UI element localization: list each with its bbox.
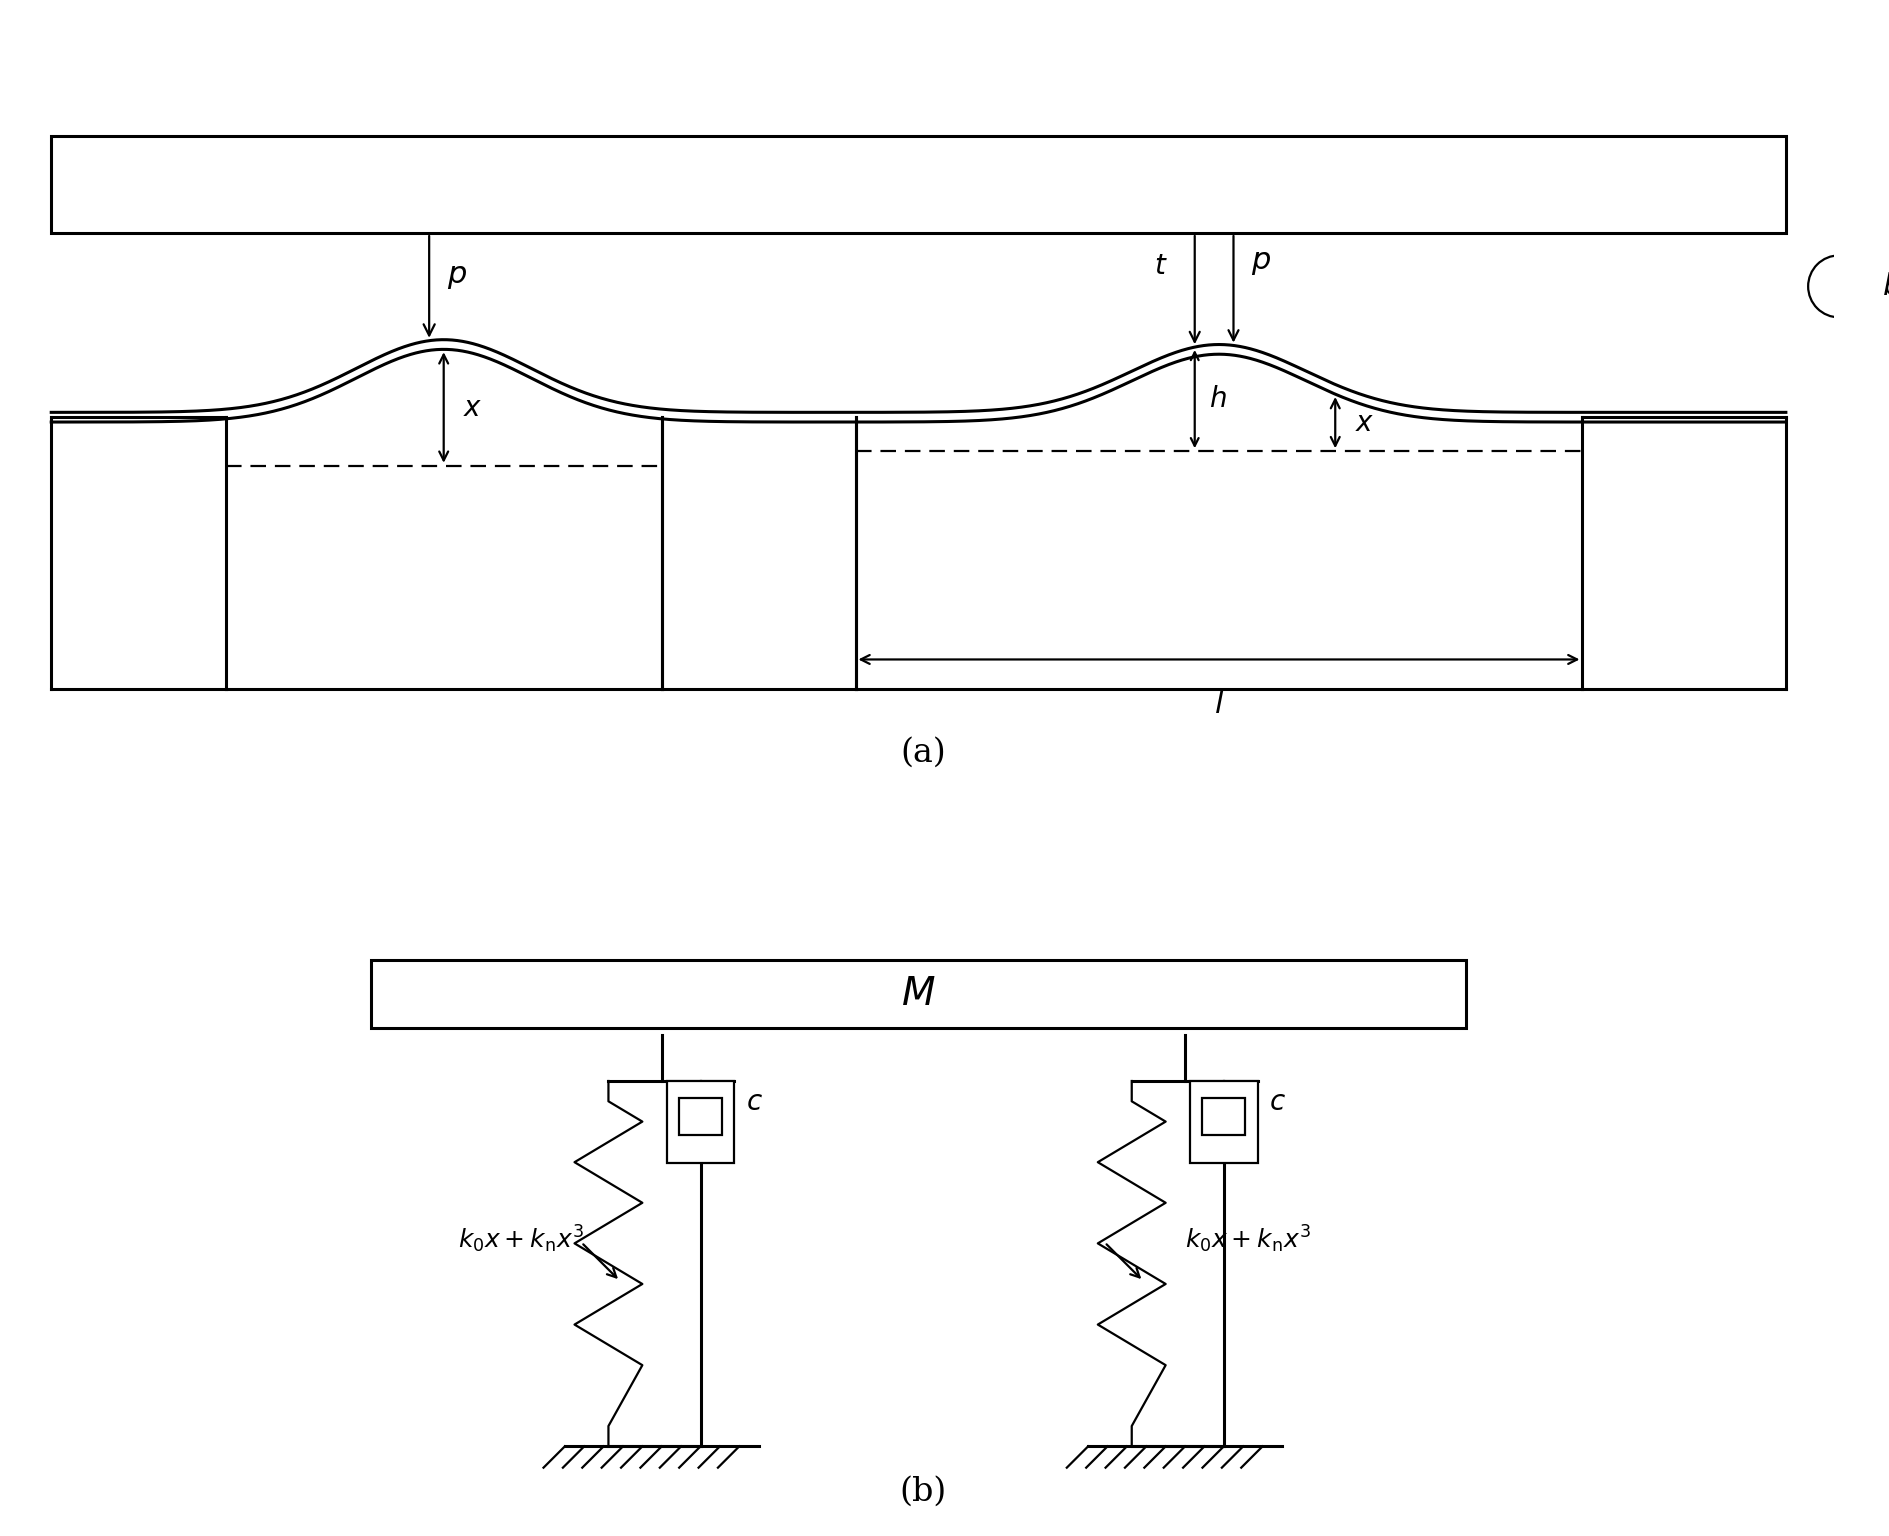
Text: $M$: $M$ [901, 975, 935, 1012]
Bar [678, 1098, 722, 1135]
Text: (a): (a) [899, 737, 946, 770]
Bar [667, 1081, 735, 1163]
Text: $p$: $p$ [446, 263, 467, 292]
Text: $c$: $c$ [746, 1087, 763, 1115]
Bar [51, 137, 1785, 233]
Text: $t$: $t$ [1154, 252, 1167, 281]
Bar [1201, 1098, 1245, 1135]
Text: $k_0 x+k_\mathrm{n} x^3$: $k_0 x+k_\mathrm{n} x^3$ [457, 1224, 584, 1255]
Text: $k_0 x+k_\mathrm{n} x^3$: $k_0 x+k_\mathrm{n} x^3$ [1184, 1224, 1311, 1255]
Bar [370, 960, 1466, 1028]
Text: $p$: $p$ [1251, 247, 1269, 276]
Text: $h$: $h$ [1209, 386, 1226, 413]
Circle shape [1808, 255, 1870, 318]
Bar [1190, 1081, 1256, 1163]
Text: $c$: $c$ [1269, 1087, 1286, 1115]
Text: $x$: $x$ [463, 393, 482, 421]
Text: $b$: $b$ [1881, 272, 1889, 301]
Text: $l$: $l$ [1213, 691, 1224, 719]
Text: $x$: $x$ [1354, 409, 1373, 436]
Text: (b): (b) [899, 1476, 946, 1507]
